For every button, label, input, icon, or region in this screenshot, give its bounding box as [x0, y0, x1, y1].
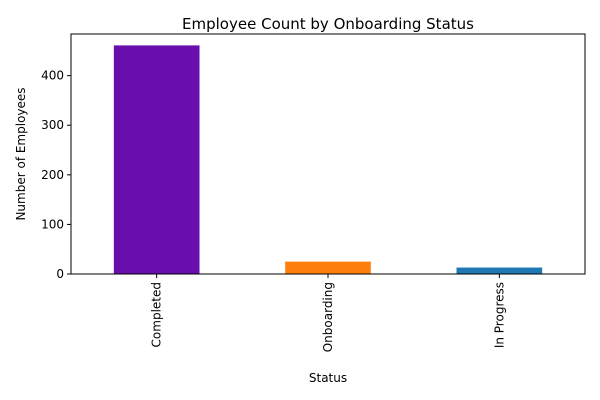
y-axis-ticks: 0 100 200 300 400 — [41, 69, 71, 281]
bar-onboarding — [285, 261, 371, 274]
plot-frame — [70, 33, 586, 275]
x-tick-label: Completed — [150, 282, 164, 347]
bar-in-progress — [456, 267, 543, 274]
y-tick-label: 0 — [56, 267, 64, 281]
bar-completed — [113, 45, 200, 275]
bars-group — [113, 45, 543, 275]
y-tick-label: 200 — [41, 168, 64, 182]
x-tick-label: In Progress — [492, 282, 506, 348]
y-tick-label: 400 — [41, 69, 64, 83]
y-tick-label: 100 — [41, 217, 64, 231]
x-axis-ticks: Completed Onboarding In Progress — [150, 274, 506, 352]
y-axis-label: Number of Employees — [14, 87, 28, 220]
x-axis-label: Status — [309, 371, 347, 385]
chart-title: Employee Count by Onboarding Status — [182, 15, 474, 33]
y-tick-label: 300 — [41, 118, 64, 132]
x-tick-label: Onboarding — [321, 282, 335, 352]
